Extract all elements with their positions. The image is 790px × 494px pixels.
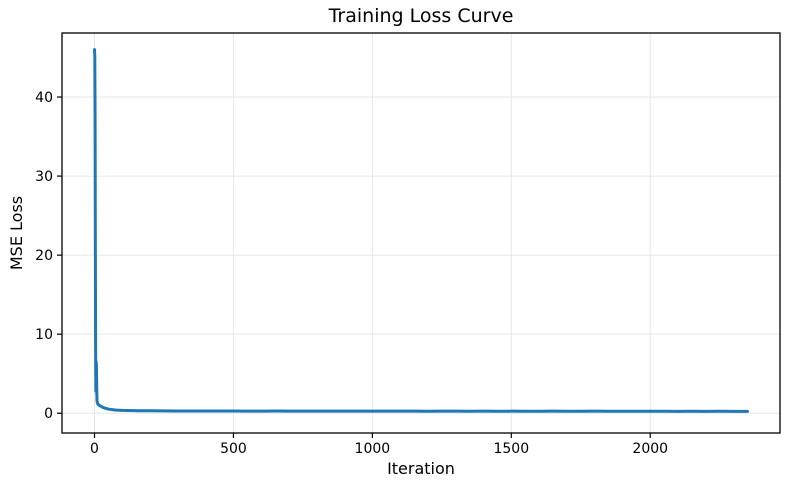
y-tick-label: 0 (44, 406, 53, 422)
gridlines (62, 33, 780, 433)
x-tick-label: 1000 (355, 441, 391, 457)
x-tick-label: 500 (220, 441, 247, 457)
y-tick-label: 20 (35, 248, 53, 264)
y-tick-label: 30 (35, 169, 53, 185)
x-tick-label: 1500 (493, 441, 529, 457)
y-tick-label: 40 (35, 90, 53, 106)
y-tick-label: 10 (35, 327, 53, 343)
loss-curve (93, 48, 749, 413)
loss-line-layer (93, 48, 749, 413)
plot-border (61, 32, 781, 434)
x-tick-label: 0 (90, 441, 99, 457)
x-axis: 0 500 1000 1500 2000 (90, 433, 668, 457)
chart-title: Training Loss Curve (328, 5, 514, 27)
y-axis-label: MSE Loss (7, 196, 26, 270)
x-tick-label: 2000 (632, 441, 668, 457)
y-axis: 0 10 20 30 40 (35, 90, 62, 422)
x-axis-label: Iteration (387, 459, 455, 478)
